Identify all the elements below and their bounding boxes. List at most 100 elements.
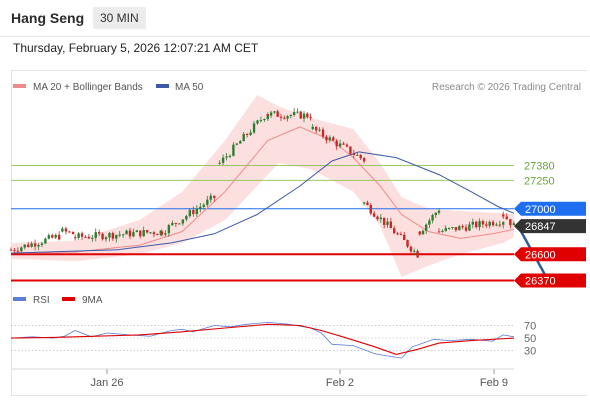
- candle-body: [132, 232, 135, 237]
- chart-frame: [11, 70, 587, 396]
- candle-body: [454, 227, 458, 231]
- level-tag-26847: [514, 219, 586, 234]
- candle-body: [84, 236, 87, 238]
- candle-body: [495, 224, 498, 226]
- candle-body: [245, 134, 249, 136]
- candle-body: [218, 162, 221, 164]
- candle-body: [121, 234, 125, 236]
- rsi-line: [10, 321, 514, 359]
- level-tag-27000: [514, 201, 586, 216]
- level-tag-text-26370: 26370: [525, 275, 556, 287]
- chart-header: Hang Seng 30 MIN: [0, 0, 590, 37]
- candle-body: [478, 221, 481, 228]
- candle-body: [181, 219, 185, 224]
- ma20-line: [10, 126, 515, 254]
- candle-body: [296, 111, 299, 113]
- level-label-27380: 27380: [524, 161, 555, 173]
- candle-body: [338, 143, 342, 147]
- candle-body: [9, 249, 13, 251]
- instrument-title: Hang Seng: [11, 10, 85, 26]
- candle-body: [416, 250, 419, 258]
- candle-body: [97, 232, 101, 234]
- candle-body: [20, 247, 23, 252]
- candle-body: [160, 231, 164, 235]
- candle-body: [311, 126, 314, 130]
- candle-body: [64, 228, 68, 232]
- candle-body: [178, 223, 181, 225]
- candle-body: [299, 111, 302, 119]
- candle-body: [47, 235, 51, 239]
- candle-body: [332, 137, 335, 141]
- candle-body: [23, 244, 26, 248]
- candle-body: [306, 113, 309, 118]
- candle-body: [51, 235, 54, 238]
- candle-body: [474, 221, 478, 228]
- candle-body: [115, 234, 118, 239]
- candle-body: [434, 212, 437, 215]
- candle-body: [292, 111, 296, 116]
- candle-body: [142, 230, 145, 237]
- legend-ma50-swatch: [156, 84, 169, 88]
- candle-body: [91, 237, 94, 239]
- candle-body: [314, 126, 318, 131]
- copyright: Research © 2026 Trading Central: [432, 82, 581, 93]
- rsi-tick-30: 30: [524, 346, 536, 358]
- candle-body: [512, 223, 516, 226]
- candle-body: [356, 154, 359, 156]
- candle-body: [409, 246, 413, 252]
- candle-body: [273, 111, 276, 113]
- level-tag-text-27000: 27000: [525, 204, 556, 216]
- x-tick-label: Feb 2: [326, 377, 354, 389]
- candle-body: [325, 136, 328, 141]
- candle-body: [302, 113, 306, 119]
- candle-body: [321, 129, 325, 137]
- timestamp: Thursday, February 5, 2026 12:07:21 AM C…: [13, 41, 259, 55]
- candle-body: [352, 153, 356, 155]
- legend-ma50: MA 50: [175, 82, 204, 93]
- legend-rsi: RSI: [33, 295, 50, 306]
- candle-body: [431, 214, 434, 221]
- level-tag-text-26847: 26847: [525, 221, 556, 233]
- candle-body: [16, 250, 20, 252]
- candle-body: [80, 233, 84, 237]
- candle-body: [491, 221, 495, 226]
- candle-body: [156, 234, 159, 236]
- interval-button[interactable]: 30 MIN: [93, 7, 146, 29]
- level-tag-26370: [514, 273, 586, 288]
- candle-body: [108, 233, 111, 238]
- candle-body: [87, 236, 91, 239]
- candle-body: [458, 226, 461, 231]
- candle-body: [225, 156, 228, 158]
- candle-body: [266, 114, 269, 116]
- candle-body: [94, 232, 97, 238]
- candle-body: [145, 230, 149, 233]
- candle-body: [451, 227, 454, 229]
- level-tag-text-26600: 26600: [525, 249, 556, 261]
- candle-body: [33, 243, 37, 247]
- candle-body: [195, 208, 199, 215]
- candle-body: [57, 234, 61, 240]
- candle-body: [235, 143, 239, 145]
- candle-body: [266, 114, 269, 120]
- candle-body: [362, 202, 366, 204]
- candle-body: [259, 120, 263, 122]
- candle-body: [376, 216, 379, 220]
- candle-body: [502, 214, 505, 217]
- candle-body: [359, 154, 362, 159]
- candle-body: [249, 132, 252, 135]
- x-tick-label: Jan 26: [90, 377, 123, 389]
- legend-9ma: 9MA: [82, 295, 103, 306]
- candle-body: [389, 221, 393, 229]
- candle-body: [386, 221, 389, 225]
- candle-body: [269, 112, 273, 116]
- candle-body: [276, 111, 279, 117]
- candle-body: [441, 230, 444, 232]
- candle-body: [406, 240, 409, 247]
- legend-rsi-swatch: [13, 297, 26, 301]
- candle-body: [505, 216, 508, 220]
- candle-body: [335, 140, 338, 147]
- candle-body: [485, 224, 488, 226]
- candle-body: [289, 115, 293, 117]
- candle-body: [342, 143, 345, 145]
